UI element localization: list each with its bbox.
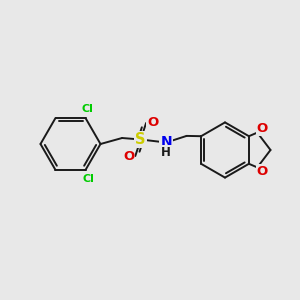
Text: O: O [256,165,268,178]
Text: Cl: Cl [82,174,94,184]
Text: S: S [136,132,146,147]
Text: O: O [123,150,134,164]
Text: N: N [160,136,172,149]
Text: O: O [256,122,268,135]
Text: H: H [161,146,171,159]
Text: Cl: Cl [81,104,93,114]
Text: O: O [147,116,158,129]
